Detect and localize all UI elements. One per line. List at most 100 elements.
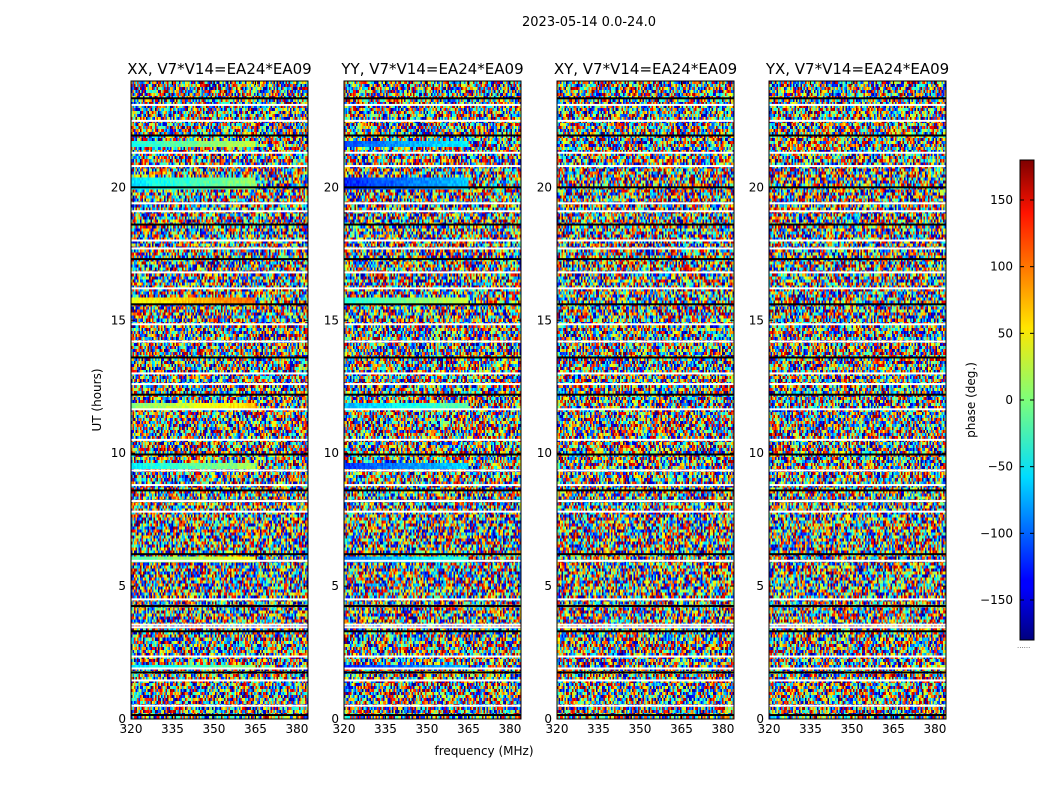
flagged-row <box>344 667 521 670</box>
flagged-row <box>769 340 946 343</box>
y-tick-label: 0 <box>118 712 126 726</box>
flagged-row <box>557 239 734 242</box>
flagged-row <box>769 134 946 137</box>
flagged-row <box>131 271 308 274</box>
flagged-row <box>344 271 521 274</box>
flagged-row <box>344 119 521 122</box>
flagged-row <box>769 408 946 411</box>
colorbar-tick-label: −100 <box>980 526 1013 540</box>
y-tick-label: 0 <box>756 712 764 726</box>
flagged-row <box>131 323 308 326</box>
flagged-row <box>769 186 946 189</box>
flagged-row <box>131 453 308 456</box>
flagged-row <box>769 119 946 122</box>
flagged-row <box>769 489 946 492</box>
y-tick-label: 10 <box>749 446 764 460</box>
panels-group: XX, V7*V14=EA24*EA09 320 335 350 365 380 0 5 10 1… <box>111 60 949 736</box>
flagged-row <box>131 489 308 492</box>
flagged-row <box>557 202 734 205</box>
y-tick-label: 5 <box>544 579 552 593</box>
x-tick-label: 365 <box>457 722 480 736</box>
phase-heatmap <box>344 81 521 719</box>
x-tick-label: 320 <box>758 722 781 736</box>
flagged-row <box>131 393 308 396</box>
flagged-row <box>344 165 521 168</box>
flagged-row <box>344 247 521 250</box>
flagged-row <box>557 598 734 601</box>
flagged-row <box>131 210 308 213</box>
flagged-row <box>557 605 734 608</box>
flagged-row <box>769 258 946 261</box>
flagged-row <box>557 510 734 513</box>
colorbar-tick-label: −150 <box>980 593 1013 607</box>
flagged-row <box>131 119 308 122</box>
flagged-row <box>131 340 308 343</box>
flagged-row <box>344 103 521 106</box>
flagged-row <box>131 626 308 629</box>
x-tick-label: 380 <box>498 722 521 736</box>
y-tick-label: 20 <box>111 180 126 194</box>
flagged-row <box>344 239 521 242</box>
phase-heatmap <box>557 81 734 719</box>
flagged-row <box>344 510 521 513</box>
y-tick-label: 15 <box>537 313 552 327</box>
flagged-row <box>557 372 734 375</box>
flagged-row <box>557 103 734 106</box>
x-tick-label: 320 <box>120 722 143 736</box>
flagged-row <box>557 186 734 189</box>
panel-title: YY, V7*V14=EA24*EA09 <box>340 60 523 78</box>
flagged-row <box>557 134 734 137</box>
flagged-row <box>344 323 521 326</box>
flagged-row <box>344 287 521 290</box>
flagged-row <box>769 303 946 306</box>
flagged-row <box>131 97 308 100</box>
flagged-row <box>557 438 734 441</box>
flagged-row <box>769 372 946 375</box>
flagged-row <box>344 469 521 472</box>
x-tick-label: 350 <box>629 722 652 736</box>
flagged-row <box>344 623 521 626</box>
x-tick-label: 380 <box>923 722 946 736</box>
colorbar-tick-label: 50 <box>998 326 1013 340</box>
flagged-row <box>131 500 308 503</box>
flagged-row <box>344 340 521 343</box>
x-tick-label: 320 <box>333 722 356 736</box>
flagged-row <box>344 489 521 492</box>
colorbar-footnote: ...... <box>1017 642 1030 650</box>
flagged-row <box>344 671 521 674</box>
flagged-row <box>131 165 308 168</box>
flagged-row <box>557 469 734 472</box>
flagged-row <box>769 714 946 717</box>
flagged-row <box>769 223 946 226</box>
flagged-row <box>131 258 308 261</box>
flagged-row <box>557 626 734 629</box>
panel-title: YX, V7*V14=EA24*EA09 <box>765 60 949 78</box>
flagged-row <box>344 186 521 189</box>
x-tick-label: 335 <box>799 722 822 736</box>
flagged-row <box>769 679 946 682</box>
y-tick-label: 5 <box>331 579 339 593</box>
flagged-row <box>131 510 308 513</box>
y-tick-label: 5 <box>118 579 126 593</box>
y-tick-label: 10 <box>111 446 126 460</box>
flagged-row <box>344 438 521 441</box>
flagged-row <box>344 559 521 562</box>
y-tick-label: 15 <box>324 313 339 327</box>
panel-xy: XY, V7*V14=EA24*EA09 320 335 350 365 380 0 5 10 1… <box>537 60 737 736</box>
flagged-row <box>131 469 308 472</box>
panel-xx: XX, V7*V14=EA24*EA09 320 335 350 365 380 0 5 10 1… <box>111 60 312 736</box>
flagged-row <box>344 655 521 658</box>
flagged-row <box>769 247 946 250</box>
y-tick-label: 5 <box>756 579 764 593</box>
flagged-row <box>344 500 521 503</box>
flagged-row <box>557 489 734 492</box>
flagged-row <box>557 97 734 100</box>
flagged-row <box>344 553 521 556</box>
x-tick-label: 350 <box>203 722 226 736</box>
flagged-row <box>557 210 734 213</box>
flagged-row <box>131 553 308 556</box>
flagged-row <box>344 714 521 717</box>
phase-heatmap <box>769 81 946 719</box>
flagged-row <box>557 247 734 250</box>
